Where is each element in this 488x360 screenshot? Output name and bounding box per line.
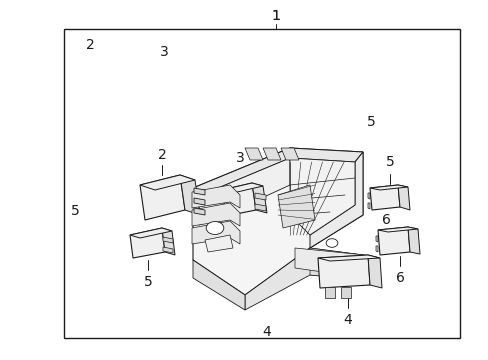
Polygon shape: [309, 152, 362, 248]
Polygon shape: [369, 185, 407, 190]
Text: 3: 3: [159, 45, 168, 59]
Polygon shape: [180, 175, 200, 215]
Polygon shape: [244, 148, 263, 160]
Text: 2: 2: [86, 38, 95, 52]
Polygon shape: [294, 248, 364, 278]
Polygon shape: [317, 255, 379, 261]
Polygon shape: [162, 228, 175, 255]
Polygon shape: [244, 248, 362, 310]
Polygon shape: [140, 175, 195, 190]
Text: 1: 1: [271, 9, 280, 23]
Polygon shape: [222, 183, 263, 193]
Polygon shape: [192, 203, 240, 226]
Text: 5: 5: [143, 275, 152, 289]
Polygon shape: [375, 246, 377, 252]
Polygon shape: [192, 221, 240, 244]
Circle shape: [325, 239, 337, 247]
Text: 5: 5: [71, 204, 80, 217]
Polygon shape: [317, 255, 369, 288]
Polygon shape: [377, 227, 409, 255]
Polygon shape: [325, 287, 334, 298]
Polygon shape: [375, 236, 377, 242]
Bar: [63, 29, 459, 338]
Polygon shape: [130, 228, 172, 238]
Polygon shape: [251, 183, 266, 213]
Polygon shape: [309, 248, 362, 280]
Polygon shape: [407, 227, 419, 254]
Polygon shape: [199, 158, 289, 225]
Text: 1: 1: [271, 9, 280, 23]
Text: 2: 2: [157, 148, 166, 162]
Polygon shape: [254, 204, 265, 211]
Polygon shape: [340, 287, 350, 298]
Polygon shape: [289, 158, 354, 235]
Polygon shape: [263, 148, 281, 160]
Polygon shape: [194, 208, 204, 215]
Text: 6: 6: [395, 271, 404, 285]
Polygon shape: [193, 260, 244, 310]
Polygon shape: [163, 247, 173, 253]
Polygon shape: [130, 228, 164, 258]
Polygon shape: [281, 148, 298, 160]
Polygon shape: [369, 185, 399, 210]
Polygon shape: [254, 193, 265, 200]
Polygon shape: [367, 193, 369, 199]
Polygon shape: [140, 175, 184, 220]
Polygon shape: [194, 188, 204, 195]
Polygon shape: [367, 255, 381, 288]
Text: 4: 4: [262, 325, 270, 339]
Polygon shape: [367, 203, 369, 209]
Text: 6: 6: [381, 213, 390, 226]
Text: 4: 4: [343, 313, 352, 327]
Circle shape: [206, 221, 224, 234]
Polygon shape: [222, 183, 256, 216]
Polygon shape: [163, 237, 173, 243]
Text: 3: 3: [235, 151, 244, 165]
Polygon shape: [192, 185, 240, 208]
Polygon shape: [194, 198, 204, 205]
Polygon shape: [193, 148, 362, 295]
Text: 5: 5: [385, 155, 393, 169]
Polygon shape: [377, 227, 417, 232]
Polygon shape: [397, 185, 409, 210]
Polygon shape: [278, 185, 314, 228]
Polygon shape: [193, 148, 362, 196]
Text: 5: 5: [366, 116, 375, 129]
Polygon shape: [204, 235, 232, 252]
